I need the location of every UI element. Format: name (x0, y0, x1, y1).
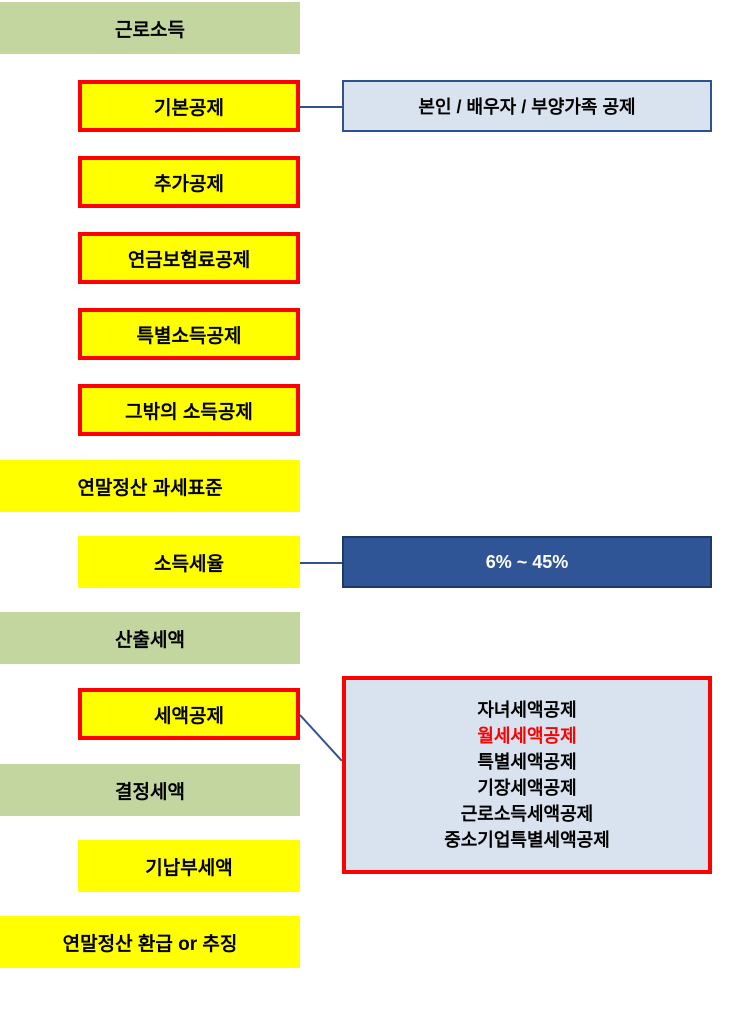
prepaid-tax-label: 기납부세액 (145, 853, 232, 880)
prepaid-tax-box: 기납부세액 (78, 840, 300, 892)
credit-detail-box: 자녀세액공제월세세액공제특별세액공제기장세액공제근로소득세액공제중소기업특별세액… (342, 676, 712, 874)
final-tax-label: 결정세액 (115, 777, 185, 804)
credit-detail-line-0: 자녀세액공제 (477, 697, 576, 723)
credit-detail-line-4: 근로소득세액공제 (461, 801, 593, 827)
rate-detail-box: 6% ~ 45% (342, 536, 712, 588)
basic-detail-label: 본인 / 배우자 / 부양가족 공제 (418, 93, 635, 119)
addl-deduction-box: 추가공제 (78, 156, 300, 208)
income-tax-rate-label: 소득세율 (154, 549, 224, 576)
earned-income-label: 근로소득 (115, 15, 185, 42)
final-tax-box: 결정세액 (0, 764, 300, 816)
basic-deduction-box: 기본공제 (78, 80, 300, 132)
computed-tax-box: 산출세액 (0, 612, 300, 664)
credit-detail-line-5: 중소기업특별세액공제 (444, 827, 610, 853)
pension-deduction-label: 연금보험료공제 (128, 245, 250, 272)
refund-or-collect-label: 연말정산 환급 or 추징 (63, 929, 238, 956)
credit-detail-line-2: 특별세액공제 (477, 749, 576, 775)
income-tax-rate-box: 소득세율 (78, 536, 300, 588)
special-income-box: 특별소득공제 (78, 308, 300, 360)
connector-basic-detail (300, 106, 342, 108)
basic-deduction-label: 기본공제 (154, 93, 224, 120)
connector-rate-detail (300, 562, 342, 564)
other-deduction-label: 그밖의 소득공제 (125, 397, 253, 424)
refund-or-collect-box: 연말정산 환급 or 추징 (0, 916, 300, 968)
earned-income-box: 근로소득 (0, 2, 300, 54)
credit-detail-line-3: 기장세액공제 (477, 775, 576, 801)
pension-deduction-box: 연금보험료공제 (78, 232, 300, 284)
rate-detail-label: 6% ~ 45% (486, 552, 569, 573)
tax-credit-box: 세액공제 (78, 688, 300, 740)
basic-detail-box: 본인 / 배우자 / 부양가족 공제 (342, 80, 712, 132)
computed-tax-label: 산출세액 (115, 625, 185, 652)
credit-detail-list: 자녀세액공제월세세액공제특별세액공제기장세액공제근로소득세액공제중소기업특별세액… (444, 697, 610, 854)
credit-detail-line-1: 월세세액공제 (477, 723, 576, 749)
tax-base-label: 연말정산 과세표준 (77, 473, 222, 500)
connector-credit-detail (299, 714, 342, 761)
tax-credit-label: 세액공제 (154, 701, 224, 728)
special-income-label: 특별소득공제 (137, 321, 242, 348)
addl-deduction-label: 추가공제 (154, 169, 224, 196)
other-deduction-box: 그밖의 소득공제 (78, 384, 300, 436)
tax-base-box: 연말정산 과세표준 (0, 460, 300, 512)
